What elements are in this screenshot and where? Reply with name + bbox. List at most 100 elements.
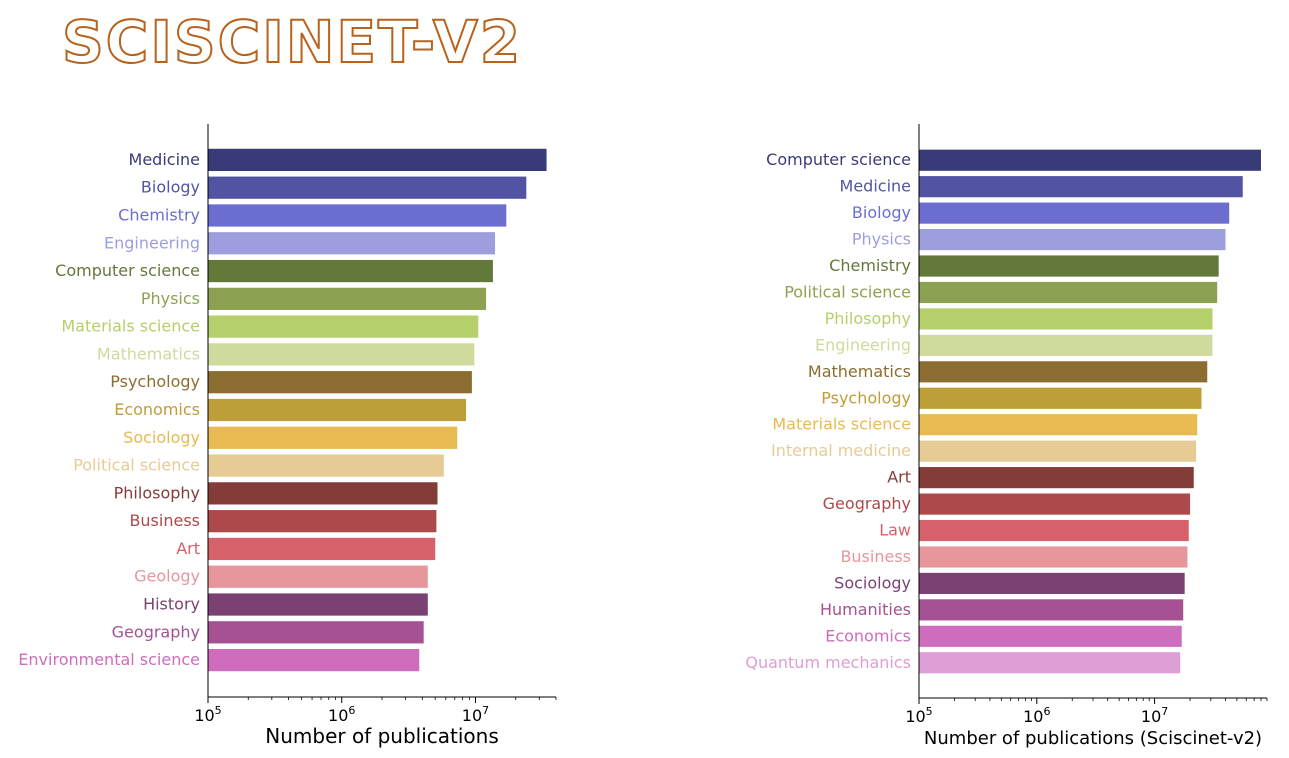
bar-sociology [919, 572, 1185, 595]
bar-materials-science [919, 414, 1198, 436]
tick-label-exponent: 5 [215, 704, 222, 717]
category-label: Chemistry [118, 205, 200, 224]
category-label: Art [176, 539, 200, 558]
bar-sociology [208, 426, 458, 449]
category-label: Mathematics [97, 344, 200, 363]
category-label: Chemistry [829, 256, 911, 275]
bar-art [919, 467, 1194, 489]
category-label: Sociology [834, 573, 911, 592]
sciscinet-logo: SCISCINET-V2 [62, 8, 522, 72]
bar-physics [208, 287, 487, 310]
tick-label: 106 [1023, 705, 1050, 726]
bar-engineering [208, 232, 496, 255]
category-label: Business [129, 511, 200, 530]
bar-history [208, 593, 428, 616]
tick-label-exponent: 7 [1161, 705, 1168, 718]
bar-political-science [208, 454, 444, 477]
bar-geology [208, 565, 428, 588]
bar-environmental-science [208, 648, 420, 672]
bar-psychology [919, 387, 1202, 409]
chart-left: Medicine Biology Chemistry Engineering Compu… [18, 124, 557, 748]
category-label: Psychology [110, 372, 200, 391]
category-label: Materials science [772, 415, 911, 434]
bar-economics [919, 625, 1182, 647]
bar-medicine [919, 176, 1243, 198]
tick-label-base: 10 [328, 706, 348, 725]
category-label: Internal medicine [771, 441, 911, 460]
category-label: Art [887, 468, 911, 487]
bar-internal-medicine [919, 440, 1197, 462]
bar-philosophy [208, 482, 438, 505]
bar-mathematics [208, 343, 475, 366]
category-label: Economics [825, 626, 911, 645]
category-label: Materials science [61, 317, 200, 336]
bar-geography [919, 493, 1191, 515]
tick-label-base: 10 [194, 706, 214, 725]
bar-biology [919, 202, 1230, 224]
tick-label-exponent: 5 [926, 705, 933, 718]
bar-quantum-mechanics [919, 652, 1181, 674]
category-label: Quantum mechanics [745, 653, 911, 672]
category-label: Medicine [129, 150, 200, 169]
tick-label: 105 [194, 704, 221, 725]
tick-label: 106 [328, 704, 355, 725]
category-label: Medicine [840, 177, 911, 196]
bar-economics [208, 398, 467, 422]
tick-label-exponent: 6 [1043, 705, 1050, 718]
tick-label-base: 10 [1023, 707, 1043, 726]
bar-chemistry [208, 204, 507, 227]
category-label: Business [840, 547, 911, 566]
tick-label-exponent: 6 [348, 704, 355, 717]
bar-psychology [208, 371, 472, 394]
tick-label-base: 10 [1141, 707, 1161, 726]
category-label: Geology [134, 567, 200, 586]
category-label: Engineering [815, 335, 911, 354]
tick-label-base: 10 [462, 706, 482, 725]
bar-medicine [208, 148, 547, 172]
tick-label-exponent: 7 [482, 704, 489, 717]
bar-biology [208, 176, 527, 199]
category-label: Biology [852, 203, 911, 222]
bar-engineering [919, 334, 1213, 356]
category-label: Mathematics [808, 362, 911, 381]
bar-materials-science [208, 315, 479, 338]
bar-chemistry [919, 255, 1219, 277]
bar-art [208, 537, 436, 561]
tick-label: 107 [462, 704, 489, 725]
bar-business [208, 510, 437, 533]
tick-label: 107 [1141, 705, 1168, 726]
category-label: Computer science [55, 261, 200, 280]
bar-humanities [919, 599, 1184, 621]
category-label: Political science [73, 456, 200, 475]
category-label: Geography [112, 622, 200, 641]
category-label: Environmental science [18, 650, 200, 669]
bar-political-science [919, 281, 1218, 304]
category-label: History [143, 595, 200, 614]
x-axis-label: Number of publications (Sciscinet-v2) [924, 728, 1262, 749]
bar-physics [919, 228, 1226, 251]
category-label: Law [879, 521, 911, 540]
category-label: Philosophy [825, 309, 911, 328]
tick-label: 105 [905, 705, 932, 726]
logo-text: SCISCINET-V2 [62, 8, 522, 72]
bar-philosophy [919, 308, 1213, 330]
category-label: Humanities [820, 600, 911, 619]
bar-business [919, 546, 1188, 568]
category-label: Psychology [821, 388, 911, 407]
category-label: Physics [852, 230, 911, 249]
bar-law [919, 519, 1189, 542]
bar-geography [208, 621, 424, 644]
x-axis-label: Number of publications [265, 724, 499, 748]
category-label: Engineering [104, 233, 200, 252]
bar-computer-science [919, 149, 1261, 171]
category-label: Geography [823, 494, 911, 513]
category-label: Philosophy [114, 483, 200, 502]
tick-label-base: 10 [905, 707, 925, 726]
category-label: Biology [141, 178, 200, 197]
category-label: Political science [784, 282, 911, 301]
category-label: Sociology [123, 428, 200, 447]
category-label: Computer science [766, 150, 911, 169]
bar-mathematics [919, 361, 1208, 383]
category-label: Physics [141, 289, 200, 308]
